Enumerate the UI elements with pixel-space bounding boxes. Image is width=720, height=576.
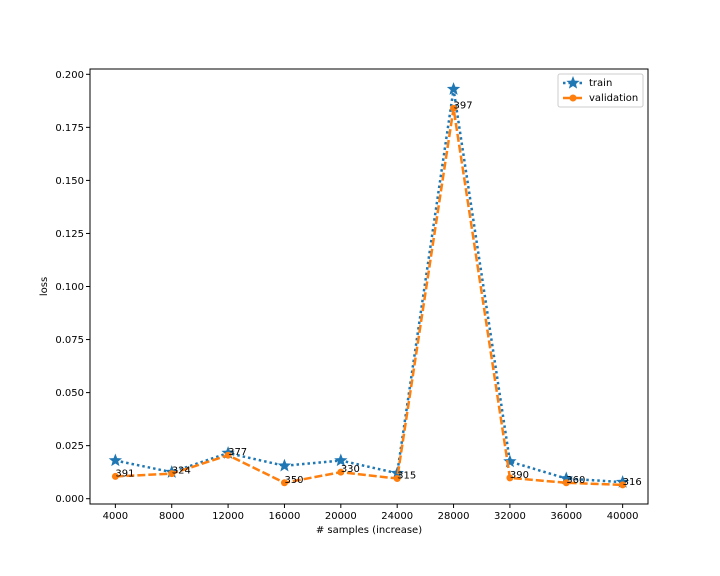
y-tick-label: 0.200 [55, 70, 84, 81]
point-annotation: 397 [454, 100, 473, 111]
series-train-point [559, 471, 573, 485]
y-axis-ticks: 0.000 0.025 0.050 0.075 0.100 0.125 0.150 0.175… [55, 70, 90, 505]
point-annotation: 315 [397, 471, 416, 482]
series-validation-point [168, 470, 176, 478]
annotation-layer: 391 324 377 350 330 315 397 390 360 316 [115, 100, 641, 488]
y-tick-label: 0.125 [55, 229, 84, 240]
axes-frame [89, 68, 649, 505]
series-validation-point [562, 479, 570, 487]
point-annotation: 360 [566, 475, 585, 486]
point-annotation: 391 [115, 468, 134, 479]
legend-train-label: train [589, 78, 612, 89]
series-validation-point [224, 451, 232, 459]
x-tick-label: 8000 [159, 511, 184, 522]
series-validation-point [393, 475, 401, 483]
x-tick-label: 24000 [381, 511, 413, 522]
point-annotation: 377 [228, 447, 247, 458]
point-annotation: 330 [341, 464, 360, 475]
y-tick-label: 0.050 [55, 388, 84, 399]
series-validation-point [619, 481, 627, 489]
legend-train-star-shape [566, 76, 580, 89]
series-layer [108, 82, 630, 489]
y-tick-label: 0.175 [55, 123, 84, 134]
x-axis-label: # samples (increase) [316, 525, 422, 536]
x-tick-label: 28000 [438, 511, 470, 522]
legend-validation-label: validation [589, 93, 638, 104]
x-tick-label: 4000 [103, 511, 128, 522]
y-tick-label: 0.075 [55, 335, 84, 346]
series-train-point [108, 453, 123, 467]
x-tick-label: 16000 [269, 511, 301, 522]
y-axis-label: loss [39, 277, 50, 296]
series-validation-point [450, 104, 458, 112]
legend: train validation [557, 73, 644, 108]
series-train-point [277, 458, 292, 472]
series-validation-point [111, 472, 119, 480]
x-tick-label: 36000 [550, 511, 582, 522]
point-annotation: 324 [172, 466, 191, 477]
series-validation-point [280, 479, 288, 487]
series-train-point [503, 454, 517, 468]
legend-validation-circle-icon [569, 94, 577, 102]
series-train-point [334, 453, 348, 467]
point-annotation: 390 [510, 470, 529, 481]
series-train-line [115, 88, 623, 484]
y-tick-label: 0.025 [55, 441, 84, 452]
x-tick-label: 40000 [607, 511, 639, 522]
x-tick-label: 12000 [212, 511, 244, 522]
x-tick-label: 32000 [494, 511, 526, 522]
plot-area [89, 68, 649, 505]
y-tick-label: 0.000 [55, 494, 84, 505]
y-tick-label: 0.150 [55, 176, 84, 187]
legend-train-star-icon [566, 76, 580, 89]
point-annotation: 350 [284, 475, 303, 486]
y-tick-label: 0.100 [55, 282, 84, 293]
point-annotation: 316 [623, 477, 642, 488]
series-validation-line [115, 108, 623, 487]
x-tick-label: 20000 [325, 511, 357, 522]
series-train-point [446, 82, 461, 95]
series-validation-point [506, 474, 514, 482]
series-validation-point [337, 468, 345, 476]
x-axis-ticks: 4000 8000 12000 16000 20000 24000 28000 32000 36… [103, 504, 639, 522]
